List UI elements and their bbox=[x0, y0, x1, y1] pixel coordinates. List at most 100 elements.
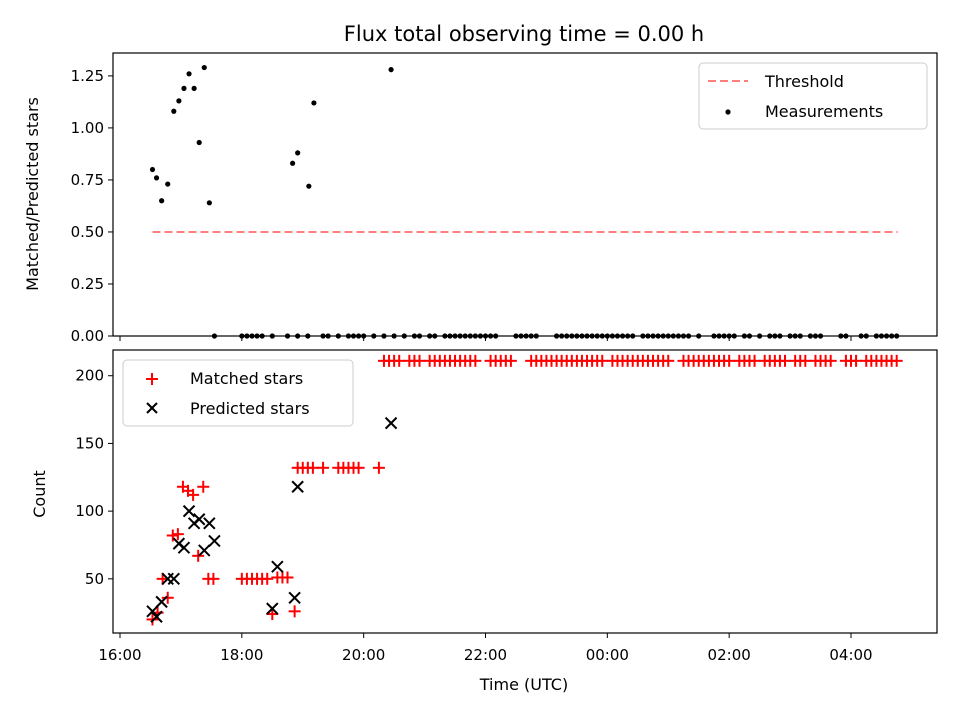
matched-star-point bbox=[799, 354, 812, 367]
measurement-point bbox=[165, 181, 171, 187]
matched-star-point bbox=[504, 354, 517, 367]
top-plot-marks bbox=[149, 64, 900, 339]
bottom-y-tick-label: 200 bbox=[75, 367, 104, 385]
matched-star-point bbox=[469, 354, 482, 367]
measurement-point bbox=[388, 67, 394, 73]
measurement-point bbox=[149, 166, 156, 173]
measurement-point bbox=[159, 198, 165, 204]
matched-star-point bbox=[890, 354, 903, 367]
star-count-panel: Count Time (UTC) 50 100 150 200 16:00 18:00 2… bbox=[30, 349, 938, 694]
measurement-point bbox=[311, 100, 317, 106]
predicted-star-point bbox=[167, 572, 181, 586]
predicted-star-point bbox=[150, 610, 163, 623]
x-tick-label: 00:00 bbox=[586, 646, 629, 664]
x-tick-label: 02:00 bbox=[708, 646, 751, 664]
top-plot-frame bbox=[112, 52, 938, 337]
x-tick-label: 20:00 bbox=[342, 646, 385, 664]
measurement-point bbox=[191, 85, 197, 91]
chart-title: Flux total observing time = 0.00 h bbox=[344, 22, 704, 46]
bottom-plot-frame bbox=[112, 349, 938, 634]
measurement-point bbox=[181, 85, 187, 91]
predicted-star-point bbox=[182, 504, 196, 518]
top-y-tick-label: 0.00 bbox=[71, 327, 104, 345]
bottom-y-tick-label: 150 bbox=[75, 434, 104, 452]
matched-star-point bbox=[166, 529, 179, 542]
measurement-point bbox=[153, 175, 160, 181]
top-y-tick-label: 1.25 bbox=[71, 67, 104, 85]
measurement-point bbox=[171, 108, 177, 114]
predicted-star-point bbox=[291, 480, 304, 493]
matched-star-point bbox=[161, 591, 174, 604]
matched-star-point bbox=[393, 354, 406, 367]
top-y-tick-label: 1.00 bbox=[71, 119, 104, 137]
predicted-star-point bbox=[271, 560, 284, 573]
matched-star-point bbox=[413, 354, 426, 367]
x-tick-label: 22:00 bbox=[464, 646, 507, 664]
matched-star-point bbox=[187, 488, 200, 501]
legend-predicted-stars: Predicted stars bbox=[190, 399, 310, 418]
legend-threshold: Threshold bbox=[764, 72, 844, 91]
x-tick-label: 04:00 bbox=[829, 646, 872, 664]
matched-star-point bbox=[266, 608, 279, 621]
matched-star-point bbox=[306, 461, 319, 474]
predicted-star-point bbox=[208, 534, 221, 548]
bottom-y-axis-label: Count bbox=[30, 470, 49, 518]
matched-star-point bbox=[779, 354, 792, 367]
predicted-star-point bbox=[155, 595, 168, 609]
predicted-star-point bbox=[192, 513, 206, 526]
top-y-axis-label: Matched/Predicted stars bbox=[23, 97, 42, 291]
predicted-star-point bbox=[203, 517, 216, 530]
top-y-tick-label: 0.50 bbox=[71, 223, 104, 241]
bottom-plot-marks bbox=[146, 354, 903, 626]
bottom-y-tick-label: 100 bbox=[75, 502, 104, 520]
matched-star-point bbox=[662, 354, 675, 367]
bottom-legend-box bbox=[122, 359, 354, 427]
matched-star-point bbox=[288, 605, 301, 618]
matched-star-point bbox=[197, 480, 210, 493]
matched-star-point bbox=[748, 354, 761, 367]
matched-legend-marker bbox=[146, 373, 158, 385]
measurement-point bbox=[295, 150, 301, 156]
predicted-star-point bbox=[384, 416, 398, 430]
measurement-point bbox=[289, 160, 296, 166]
bottom-legend: Matched stars Predicted stars bbox=[122, 359, 354, 427]
predicted-star-point bbox=[266, 602, 279, 615]
matched-star-point bbox=[171, 528, 184, 541]
matched-star-point bbox=[723, 354, 736, 367]
top-legend-box bbox=[698, 62, 928, 130]
predicted-star-point bbox=[177, 541, 191, 554]
predicted-star-point bbox=[288, 591, 301, 605]
measurement-point bbox=[206, 200, 212, 206]
x-tick-label: 18:00 bbox=[220, 646, 263, 664]
measurement-point bbox=[201, 64, 207, 71]
matched-star-point bbox=[596, 354, 609, 367]
bottom-x-ticks: 16:00 18:00 20:00 22:00 00:00 02:00 04:00 bbox=[98, 633, 873, 664]
matched-star-point bbox=[207, 572, 220, 585]
predicted-star-point bbox=[198, 544, 211, 557]
measurement-point bbox=[306, 183, 312, 189]
measurement-point bbox=[176, 98, 182, 104]
matched-star-point bbox=[824, 354, 837, 367]
x-tick-label: 16:00 bbox=[98, 646, 141, 664]
matched-star-point bbox=[192, 549, 205, 562]
matched-star-point bbox=[850, 354, 863, 367]
measurements-legend-marker bbox=[725, 109, 731, 115]
bottom-y-tick-label: 50 bbox=[85, 570, 104, 588]
matched-star-point bbox=[281, 571, 294, 584]
matched-star-point bbox=[372, 461, 385, 474]
top-y-tick-label: 0.25 bbox=[71, 275, 104, 293]
top-y-ticks: 0.00 0.25 0.50 0.75 1.00 1.25 bbox=[71, 67, 113, 345]
bottom-y-ticks: 50 100 150 200 bbox=[75, 367, 113, 588]
legend-matched-stars: Matched stars bbox=[190, 369, 303, 388]
measurement-point bbox=[186, 71, 192, 77]
measurement-point bbox=[196, 139, 202, 146]
x-axis-label: Time (UTC) bbox=[479, 675, 568, 694]
predicted-legend-marker bbox=[146, 402, 158, 414]
matched-star-point bbox=[317, 461, 330, 474]
matched-star-point bbox=[352, 461, 365, 474]
matched-star-point bbox=[261, 572, 274, 585]
legend-measurements: Measurements bbox=[765, 102, 883, 121]
flux-ratio-panel: Flux total observing time = 0.00 h Match… bbox=[23, 22, 938, 345]
top-y-tick-label: 0.75 bbox=[71, 171, 104, 189]
